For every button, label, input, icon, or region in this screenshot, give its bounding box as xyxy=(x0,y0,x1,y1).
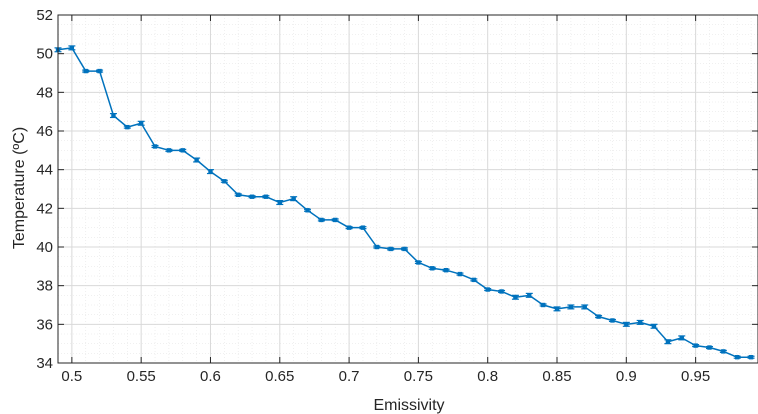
y-axis-label: Temperature (ºC) xyxy=(11,127,28,249)
data-point xyxy=(69,45,75,51)
y-tick-label: 46 xyxy=(36,123,53,140)
y-tick-label: 52 xyxy=(36,7,53,24)
y-tick-label: 38 xyxy=(36,278,53,295)
data-point xyxy=(416,260,421,265)
x-tick-label: 0.7 xyxy=(339,368,360,385)
x-tick-label: 0.6 xyxy=(200,368,221,385)
data-point xyxy=(485,287,490,292)
data-point xyxy=(402,246,407,252)
data-point xyxy=(83,68,88,74)
y-tick-label: 34 xyxy=(36,355,53,372)
data-point xyxy=(568,304,574,310)
y-tick-label: 42 xyxy=(36,200,53,217)
data-point xyxy=(596,314,601,319)
x-axis-label: Emissivity xyxy=(373,397,444,414)
data-point xyxy=(582,304,587,310)
x-tick-label: 0.9 xyxy=(616,368,637,385)
data-point xyxy=(679,335,684,341)
data-point xyxy=(97,68,102,74)
data-point xyxy=(471,277,477,283)
data-point xyxy=(277,200,282,205)
x-tick-label: 0.95 xyxy=(681,368,710,385)
data-point xyxy=(554,306,560,312)
y-tick-label: 36 xyxy=(36,316,53,333)
data-point xyxy=(125,124,130,130)
data-point xyxy=(346,225,352,230)
data-point xyxy=(180,148,185,153)
x-tick-label: 0.65 xyxy=(265,368,294,385)
data-point xyxy=(665,339,671,344)
data-point xyxy=(721,349,726,354)
y-tick-label: 48 xyxy=(36,84,53,101)
data-point xyxy=(333,217,338,223)
series-layer xyxy=(54,45,755,360)
data-point xyxy=(374,244,380,250)
data-point xyxy=(610,318,615,323)
data-point xyxy=(707,345,712,350)
data-point xyxy=(249,194,255,199)
x-tick-label: 0.85 xyxy=(542,368,571,385)
data-point xyxy=(291,196,296,201)
data-point xyxy=(111,113,116,118)
data-point xyxy=(360,225,366,230)
data-point xyxy=(222,179,227,184)
data-point xyxy=(735,355,740,360)
x-tick-labels: 0.5 0.55 0.6 0.65 0.7 0.75 0.8 0.85 0.9 0.95 xyxy=(61,368,710,385)
data-point xyxy=(499,289,504,294)
data-point xyxy=(651,324,657,329)
x-tick-label: 0.5 xyxy=(61,368,82,385)
data-point xyxy=(693,343,698,348)
data-point xyxy=(263,194,269,199)
y-tick-labels: 34 36 38 40 42 44 46 48 50 52 xyxy=(36,7,53,372)
data-point xyxy=(513,295,518,300)
y-tick-label: 44 xyxy=(36,162,53,179)
data-point xyxy=(138,121,144,126)
data-point xyxy=(235,192,241,197)
data-point xyxy=(540,302,546,308)
data-point xyxy=(430,266,435,271)
plot-frame xyxy=(57,14,758,364)
y-tick-label: 40 xyxy=(36,239,53,256)
data-point xyxy=(443,268,449,273)
data-point xyxy=(748,355,754,360)
data-point xyxy=(152,144,158,149)
data-point xyxy=(527,293,532,298)
data-point xyxy=(457,271,463,277)
data-point xyxy=(194,157,199,163)
x-tick-label: 0.55 xyxy=(127,368,156,385)
data-point xyxy=(319,217,324,223)
data-point xyxy=(388,246,393,252)
tick-marks xyxy=(58,14,758,364)
x-tick-label: 0.8 xyxy=(477,368,498,385)
y-tick-label: 50 xyxy=(36,46,53,63)
data-point xyxy=(624,322,629,327)
data-point xyxy=(208,169,213,174)
x-tick-label: 0.75 xyxy=(404,368,433,385)
data-point xyxy=(637,320,643,325)
data-point xyxy=(305,208,310,213)
data-point xyxy=(166,148,172,153)
